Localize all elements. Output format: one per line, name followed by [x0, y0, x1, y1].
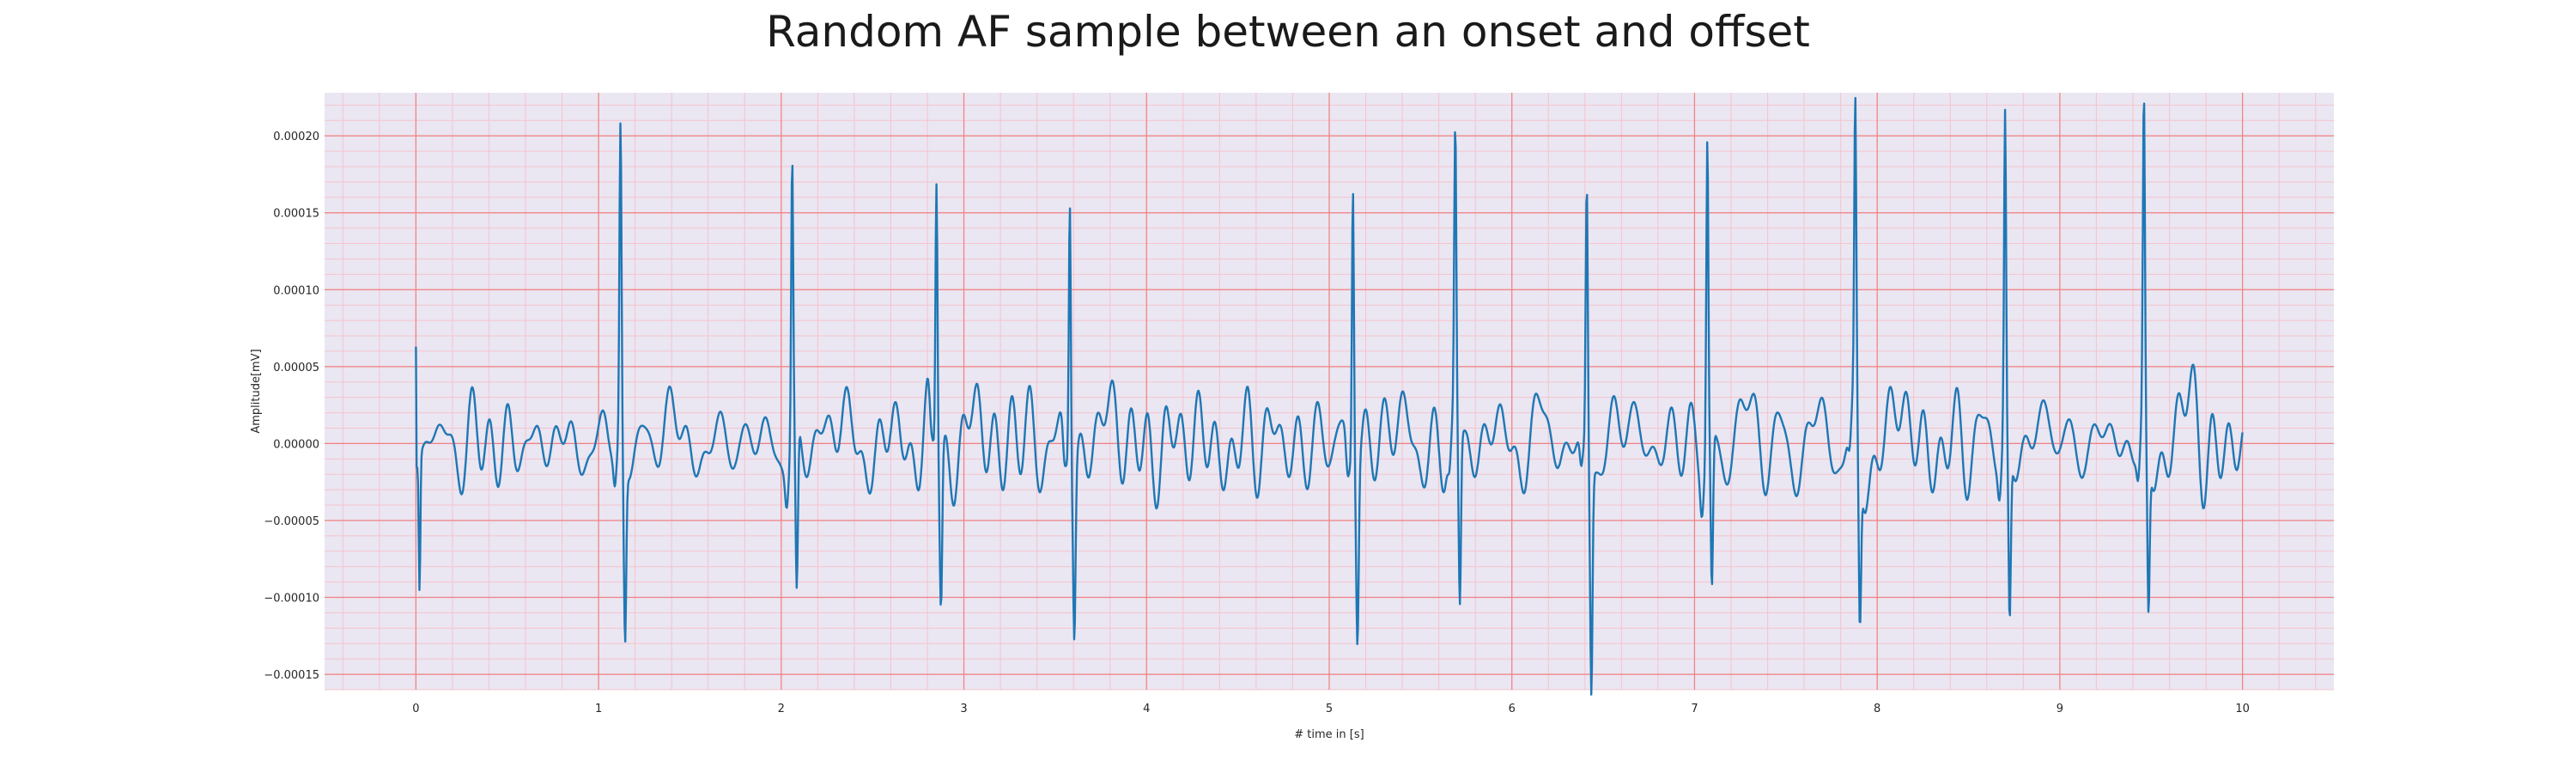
x-tick-label: 5: [1326, 703, 1333, 715]
x-tick-label: 7: [1691, 703, 1698, 715]
x-axis-ticks: 0 1 2 3 4 5 6 7 8 9 10: [412, 703, 2250, 715]
x-tick-label: 9: [2057, 703, 2063, 715]
y-tick-label: 0.00010: [273, 284, 319, 297]
y-tick-label: 0.00005: [273, 362, 319, 374]
major-grid: [325, 93, 2334, 690]
series-layer: [415, 96, 2244, 696]
x-tick-label: 2: [778, 703, 785, 715]
y-tick-label: 0.00015: [273, 208, 319, 221]
x-tick-label: 0: [412, 703, 419, 715]
y-axis-label: Amplitude[mV]: [250, 349, 263, 433]
x-tick-label: 3: [960, 703, 967, 715]
x-tick-label: 8: [1874, 703, 1880, 715]
x-axis-label: # time in [s]: [1294, 728, 1364, 741]
series-line: [415, 96, 2244, 696]
x-tick-label: 1: [595, 703, 602, 715]
x-tick-label: 10: [2235, 703, 2250, 715]
y-axis-ticks: −0.00015 −0.00010 −0.00005 0.00000 0.00005 0.…: [264, 131, 319, 682]
y-tick-label: −0.00010: [264, 593, 319, 606]
x-tick-label: 6: [1509, 703, 1516, 715]
y-tick-label: −0.00005: [264, 515, 319, 528]
y-tick-label: 0.00020: [273, 131, 319, 143]
y-tick-label: −0.00015: [264, 669, 319, 682]
chart-title: Random AF sample between an onset and of…: [766, 7, 1810, 57]
x-tick-label: 4: [1143, 703, 1150, 715]
y-tick-label: 0.00000: [273, 438, 319, 451]
